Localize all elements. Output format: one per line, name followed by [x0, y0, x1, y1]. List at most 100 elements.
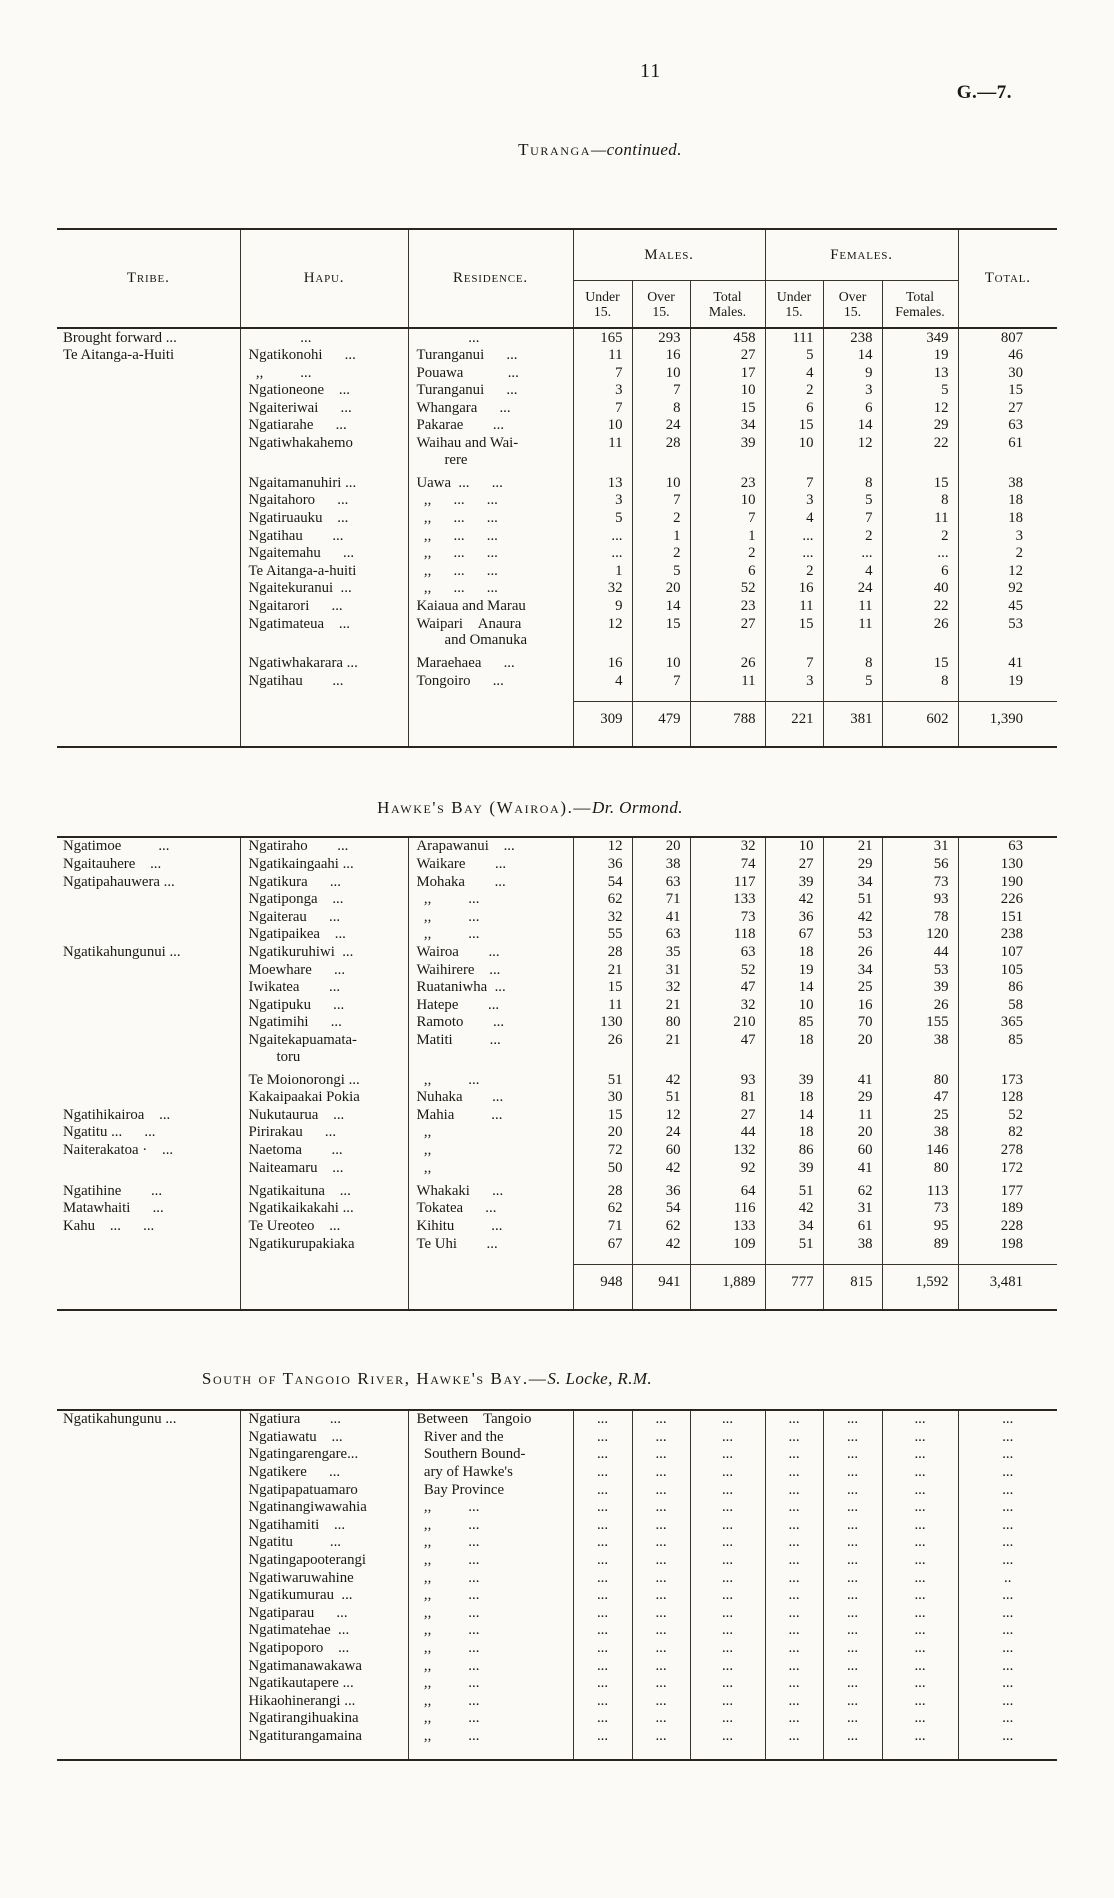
tribe-cell [57, 1516, 240, 1534]
males-over15-cell: 7 [631, 672, 690, 702]
total-cell: 238 [957, 925, 1057, 944]
total-cell: 18 [957, 491, 1058, 510]
total-females-cell: 53 [881, 961, 958, 979]
residence-cell: ,, ... [407, 1621, 573, 1640]
residence-cell: Waikare ... [407, 855, 573, 874]
females-under15-cell: 15 [764, 416, 823, 435]
residence-cell: ,, [407, 1123, 573, 1142]
females-over15-cell: 60 [822, 1141, 882, 1160]
col-header-total-females: Total Females. [881, 280, 959, 328]
residence-cell: Nuhaka ... [407, 1088, 573, 1107]
females-under15-cell: ... [764, 1727, 823, 1760]
residence-cell: ,, ... [407, 1639, 573, 1658]
females-over15-cell: 12 [822, 434, 882, 469]
total-females-cell: 56 [881, 855, 958, 874]
hapu-cell: Ngatiwaruwahine [239, 1569, 408, 1587]
col-header-males-under15: Under 15. [572, 280, 632, 328]
total-females-cell: ... [881, 1727, 958, 1760]
section-title-agent: S. Locke, R.M. [547, 1368, 653, 1388]
residence-cell: Ruataniwha ... [407, 978, 573, 997]
total-females-cell: ... [881, 1428, 958, 1446]
grand-total: 3,481 [957, 1264, 1057, 1310]
total-cell: ... [957, 1463, 1057, 1482]
males-over15-cell: 35 [631, 943, 690, 962]
tribe-cell: Ngatikahungunu ... [63, 1411, 177, 1428]
females-under15-cell: 111 [764, 328, 823, 347]
females-under15-cell: ... [764, 1498, 823, 1517]
total-males-cell: 109 [689, 1235, 765, 1265]
total-males-cell: ... [689, 1498, 765, 1517]
females-over15-cell: ... [822, 1551, 882, 1570]
table-row: Ngatitu ... ... Pirirakau ... ,, 20 24 44 18 2… [57, 1123, 1057, 1142]
females-under15-cell: 2 [764, 381, 823, 400]
males-over15-cell: ... [631, 1516, 690, 1534]
females-over15-cell: 29 [822, 855, 882, 874]
totals-row: 309 479 788 221 381 602 1,390 [57, 701, 1058, 747]
males-under15-cell: ... [572, 1463, 632, 1482]
total-females-cell: ... [881, 1674, 958, 1693]
females-under15-cell: 18 [764, 1088, 823, 1107]
tribe-cell [57, 545, 240, 563]
females-over15-cell: ... [822, 1621, 882, 1640]
total-males-cell: 133 [689, 890, 765, 909]
total-females-cell: 25 [881, 1106, 958, 1124]
males-under15-cell: 32 [572, 908, 632, 926]
females-under15-cell: 10 [764, 996, 823, 1014]
table-row: Ngatipuku ... Hatepe ... 11 21 32 10 16 26 58 [57, 996, 1057, 1014]
total-cell: 45 [957, 597, 1058, 615]
total-females-total: 602 [881, 701, 959, 747]
total-females-cell: ... [881, 1604, 958, 1622]
hapu-cell: Ngationeone ... [239, 381, 408, 400]
males-under15-cell: 7 [572, 364, 632, 382]
tribe-cell [57, 615, 240, 649]
total-males-cell: 44 [689, 1123, 765, 1142]
females-over15-total: 815 [822, 1264, 882, 1310]
hapu-cell: Ngatikaituna ... [239, 1176, 408, 1200]
table-row: Te Aitanga-a-Huiti Ngatikonohi ... Turanga… [57, 346, 1058, 365]
males-over15-cell: 15 [631, 615, 690, 650]
table-row: Ngatimoe ... Ngatiraho ... Arapawanui ... 1… [57, 836, 1057, 856]
hapu-cell: Kakaipaakai Pokia [239, 1088, 408, 1107]
total-males-cell: 11 [689, 672, 765, 702]
hapu-cell: Te Aitanga-a-huiti [239, 562, 408, 580]
total-males-cell: 23 [689, 468, 765, 492]
females-under15-total: 777 [764, 1264, 823, 1310]
males-under15-total: 948 [572, 1264, 632, 1310]
males-over15-cell: 32 [631, 978, 690, 997]
total-males-cell: 73 [689, 908, 765, 926]
residence-cell: Pakarae ... [407, 416, 573, 435]
total-cell: 107 [957, 943, 1057, 962]
table-body: Ngatikahungunu ... Ngatiura ... Between Ta… [57, 1409, 1057, 1760]
tribe-cell [57, 649, 240, 672]
females-over15-cell: 34 [822, 873, 882, 891]
table-row: Ngaitekapuamata- toru Matiti ... 26 21 47 18 2… [57, 1031, 1057, 1066]
hapu-cell: Ngaitemahu ... [239, 544, 408, 563]
total-males-cell: 17 [689, 364, 765, 382]
males-over15-cell: 41 [631, 908, 690, 926]
males-under15-cell: 3 [572, 381, 632, 400]
males-under15-cell: 4 [572, 672, 632, 702]
total-males-cell: 39 [689, 434, 765, 469]
total-females-cell: 113 [881, 1176, 958, 1200]
tribe-cell [57, 492, 240, 510]
tribe-cell: Ngatihikairoa ... [63, 1106, 171, 1123]
residence-cell: Whakaki ... [407, 1176, 573, 1200]
females-over15-cell: ... [822, 1727, 882, 1760]
table-row: Ngatiturangamaina ,, ...................… [57, 1727, 1057, 1760]
males-under15-cell: 130 [572, 1013, 632, 1032]
total-females-cell: 2 [881, 527, 959, 545]
females-under15-cell: 18 [764, 943, 823, 962]
males-under15-cell: 15 [572, 1106, 632, 1124]
females-under15-cell: 39 [764, 1065, 823, 1089]
males-over15-cell: 36 [631, 1176, 690, 1200]
males-under15-cell: ... [572, 1657, 632, 1675]
males-over15-cell: ... [631, 1692, 690, 1710]
females-over15-cell: 3 [822, 381, 882, 400]
hapu-cell: Ngatiarahe ... [239, 416, 408, 435]
total-females-cell: ... [881, 1709, 958, 1728]
table-row: Ngatipaikea ... ,, ... 55 63 118 67 53 120 238 [57, 925, 1057, 944]
total-cell: ... [957, 1481, 1057, 1499]
total-females-cell: ... [881, 1498, 958, 1517]
total-females-cell: 26 [881, 996, 958, 1014]
hapu-cell: Te Moionorongi ... [239, 1065, 408, 1089]
